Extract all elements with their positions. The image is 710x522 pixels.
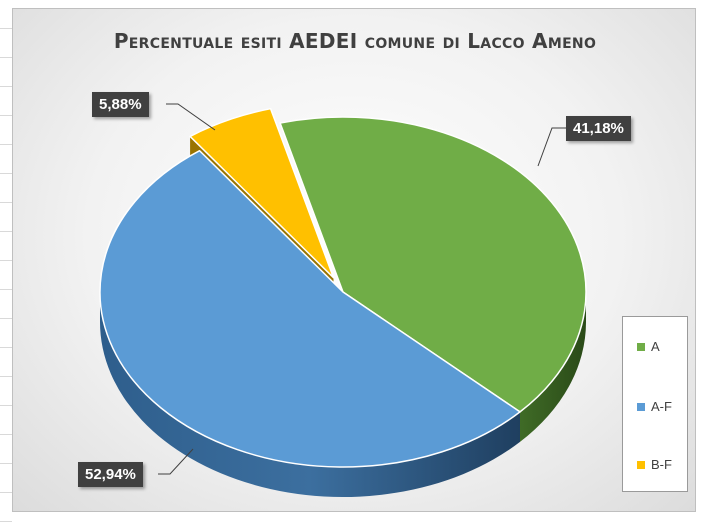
legend-item-a-f: A-F bbox=[637, 399, 672, 414]
leader-line-b-f bbox=[166, 103, 216, 131]
data-label-a-f: 52,94% bbox=[78, 462, 143, 487]
pie-leaders bbox=[158, 103, 566, 475]
data-label-b-f: 5,88% bbox=[92, 92, 149, 117]
legend-label-a: A bbox=[651, 339, 660, 354]
data-label-a: 41,18% bbox=[566, 116, 631, 141]
pie-side-a bbox=[519, 292, 586, 442]
pie-side-a-f bbox=[100, 292, 520, 497]
pie-tops bbox=[99, 107, 587, 468]
legend-item-a: A bbox=[637, 339, 660, 354]
legend-swatch-a bbox=[637, 342, 645, 351]
chart-title: Percentuale esiti AEDEI comune di Lacco … bbox=[113, 29, 597, 53]
pie-slice-a[interactable] bbox=[279, 116, 587, 413]
leader-line-a-f bbox=[158, 448, 194, 475]
legend-swatch-b-f bbox=[637, 460, 645, 469]
legend[interactable]: A A-F B-F bbox=[622, 316, 688, 492]
pie-slice-b-f[interactable] bbox=[189, 107, 335, 279]
legend-label-b-f: B-F bbox=[651, 457, 672, 472]
legend-swatch-a-f bbox=[637, 402, 645, 411]
legend-item-b-f: B-F bbox=[637, 457, 672, 472]
legend-label-a-f: A-F bbox=[651, 399, 672, 414]
sheet-gridlines bbox=[0, 0, 12, 522]
pie-slice-a-f[interactable] bbox=[99, 149, 521, 468]
leader-line-a bbox=[537, 127, 566, 167]
